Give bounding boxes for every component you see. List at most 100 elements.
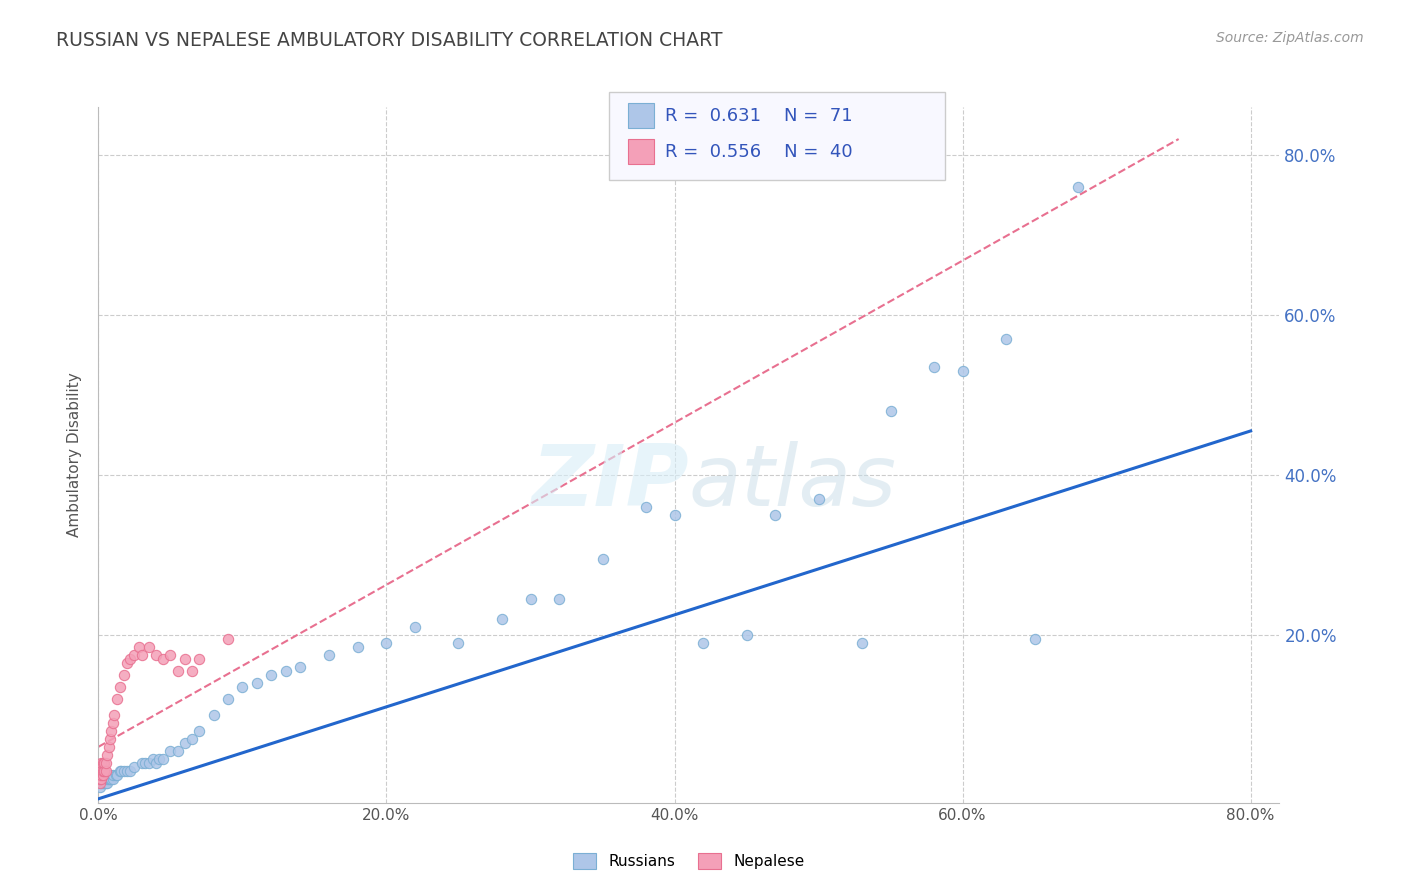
Point	[231, 680, 253, 694]
Point	[138, 756, 160, 770]
Point	[93, 776, 115, 790]
Point	[103, 707, 125, 722]
Point	[159, 648, 181, 662]
Point	[101, 772, 124, 786]
Text: RUSSIAN VS NEPALESE AMBULATORY DISABILITY CORRELATION CHART: RUSSIAN VS NEPALESE AMBULATORY DISABILIT…	[56, 31, 723, 50]
Point	[166, 664, 188, 678]
Point	[94, 772, 117, 786]
Point	[124, 648, 146, 662]
Point	[519, 591, 541, 606]
Point	[91, 756, 114, 770]
Point	[89, 772, 111, 786]
Point	[108, 764, 131, 778]
Point	[346, 640, 368, 654]
Point	[112, 668, 135, 682]
Point	[89, 780, 111, 794]
Point	[131, 756, 153, 770]
Point	[217, 632, 239, 646]
Text: Source: ZipAtlas.com: Source: ZipAtlas.com	[1216, 31, 1364, 45]
Point	[491, 612, 513, 626]
Text: ZIP: ZIP	[531, 442, 689, 524]
Point	[148, 752, 170, 766]
Point	[134, 756, 156, 770]
Point	[634, 500, 657, 514]
Point	[166, 744, 188, 758]
Point	[274, 664, 297, 678]
Point	[98, 731, 121, 746]
Point	[108, 680, 131, 694]
Point	[101, 715, 124, 730]
Point	[763, 508, 786, 522]
Point	[91, 768, 114, 782]
Point	[93, 764, 115, 778]
Point	[375, 636, 398, 650]
Point	[96, 776, 118, 790]
Point	[93, 772, 115, 786]
Point	[91, 776, 114, 790]
Point	[90, 768, 112, 782]
Point	[188, 723, 211, 738]
Point	[159, 744, 181, 758]
Point	[89, 772, 111, 786]
Point	[104, 768, 127, 782]
Y-axis label: Ambulatory Disability: Ambulatory Disability	[67, 373, 83, 537]
Point	[260, 668, 283, 682]
Point	[188, 652, 211, 666]
Point	[851, 636, 873, 650]
Point	[181, 731, 204, 746]
Point	[93, 756, 115, 770]
Point	[404, 620, 426, 634]
Point	[96, 772, 118, 786]
Point	[548, 591, 571, 606]
Point	[217, 691, 239, 706]
Point	[94, 776, 117, 790]
Point	[96, 747, 118, 762]
Point	[952, 364, 974, 378]
Point	[105, 691, 128, 706]
Point	[142, 752, 165, 766]
Point	[91, 764, 114, 778]
Point	[97, 739, 120, 754]
Point	[90, 772, 112, 786]
Point	[131, 648, 153, 662]
Point	[94, 756, 117, 770]
Point	[98, 772, 121, 786]
Point	[664, 508, 686, 522]
Text: R =  0.556    N =  40: R = 0.556 N = 40	[665, 143, 852, 161]
Point	[246, 676, 269, 690]
Point	[97, 772, 120, 786]
Point	[202, 707, 225, 722]
Point	[692, 636, 714, 650]
Point	[93, 768, 115, 782]
Point	[87, 772, 110, 786]
Text: R =  0.631    N =  71: R = 0.631 N = 71	[665, 107, 852, 125]
Point	[91, 768, 114, 782]
Point	[98, 768, 121, 782]
Point	[94, 764, 117, 778]
Point	[96, 768, 118, 782]
Point	[120, 764, 142, 778]
Point	[145, 648, 167, 662]
Point	[922, 359, 945, 374]
Point	[288, 660, 311, 674]
Point	[89, 768, 111, 782]
Point	[128, 640, 150, 654]
Point	[592, 552, 614, 566]
Point	[735, 628, 758, 642]
Point	[101, 768, 124, 782]
Point	[105, 768, 128, 782]
Text: atlas: atlas	[689, 442, 897, 524]
Point	[152, 752, 174, 766]
Legend: Russians, Nepalese: Russians, Nepalese	[567, 847, 811, 875]
Point	[879, 404, 901, 418]
Point	[181, 664, 204, 678]
Point	[115, 656, 138, 670]
Point	[994, 332, 1017, 346]
Point	[1067, 180, 1090, 194]
Point	[90, 756, 112, 770]
Point	[87, 764, 110, 778]
Point	[90, 776, 112, 790]
Point	[112, 764, 135, 778]
Point	[90, 768, 112, 782]
Point	[90, 764, 112, 778]
